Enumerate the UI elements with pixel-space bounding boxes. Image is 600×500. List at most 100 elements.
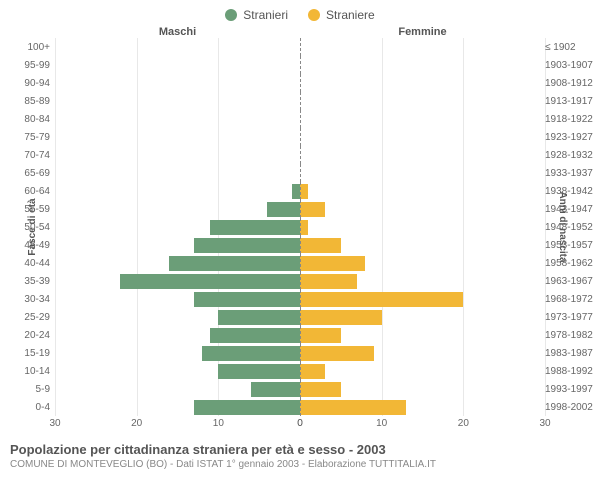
age-label: 60-64 <box>10 186 50 197</box>
pyramid-row: 5-91993-1997 <box>55 380 545 398</box>
age-label: 75-79 <box>10 132 50 143</box>
age-label: 25-29 <box>10 312 50 323</box>
bar-male <box>218 310 300 325</box>
birth-label: 1938-1942 <box>545 186 600 197</box>
pyramid-row: 95-991903-1907 <box>55 56 545 74</box>
age-label: 100+ <box>10 42 50 53</box>
birth-label: 1993-1997 <box>545 384 600 395</box>
bar-female <box>300 310 382 325</box>
bar-male <box>194 400 300 415</box>
birth-label: 1958-1962 <box>545 258 600 269</box>
pyramid-row: 60-641938-1942 <box>55 182 545 200</box>
bar-female <box>300 382 341 397</box>
pyramid-row: 75-791923-1927 <box>55 128 545 146</box>
pyramid-row: 35-391963-1967 <box>55 272 545 290</box>
birth-label: 1928-1932 <box>545 150 600 161</box>
bar-male <box>169 256 300 271</box>
bar-male <box>218 364 300 379</box>
bar-male <box>194 292 300 307</box>
legend-male: Stranieri <box>225 8 288 22</box>
bar-female <box>300 220 308 235</box>
bar-male <box>194 238 300 253</box>
birth-label: 1953-1957 <box>545 240 600 251</box>
birth-label: 1988-1992 <box>545 366 600 377</box>
age-label: 10-14 <box>10 366 50 377</box>
bar-male <box>292 184 300 199</box>
chart-subtitle: COMUNE DI MONTEVEGLIO (BO) - Dati ISTAT … <box>10 459 590 470</box>
bar-female <box>300 256 365 271</box>
birth-label: 1943-1947 <box>545 204 600 215</box>
pyramid-row: 50-541948-1952 <box>55 218 545 236</box>
birth-label: 1933-1937 <box>545 168 600 179</box>
pyramid-row: 45-491953-1957 <box>55 236 545 254</box>
legend-female-label: Straniere <box>326 8 375 22</box>
legend-male-label: Stranieri <box>243 8 288 22</box>
swatch-male <box>225 9 237 21</box>
bar-female <box>300 292 463 307</box>
header-male: Maschi <box>55 26 300 38</box>
pyramid-row: 15-191983-1987 <box>55 344 545 362</box>
age-label: 40-44 <box>10 258 50 269</box>
age-label: 0-4 <box>10 402 50 413</box>
bar-male <box>210 328 300 343</box>
bar-male <box>120 274 300 289</box>
axis-tick-label: 10 <box>376 418 387 429</box>
pyramid-row: 55-591943-1947 <box>55 200 545 218</box>
pyramid-row: 20-241978-1982 <box>55 326 545 344</box>
x-axis: 01020300102030 <box>0 416 600 436</box>
bar-female <box>300 202 325 217</box>
birth-label: 1903-1907 <box>545 60 600 71</box>
bar-female <box>300 184 308 199</box>
birth-label: ≤ 1902 <box>545 42 600 53</box>
pyramid-row: 30-341968-1972 <box>55 290 545 308</box>
bar-male <box>267 202 300 217</box>
birth-label: 1948-1952 <box>545 222 600 233</box>
birth-label: 1963-1967 <box>545 276 600 287</box>
age-label: 85-89 <box>10 96 50 107</box>
bar-male <box>251 382 300 397</box>
age-label: 55-59 <box>10 204 50 215</box>
axis-tick-label: 10 <box>213 418 224 429</box>
pyramid-row: 0-41998-2002 <box>55 398 545 416</box>
bar-female <box>300 274 357 289</box>
pyramid-row: 90-941908-1912 <box>55 74 545 92</box>
axis-tick-label: 30 <box>539 418 550 429</box>
swatch-female <box>308 9 320 21</box>
pyramid-row: 70-741928-1932 <box>55 146 545 164</box>
birth-label: 1998-2002 <box>545 402 600 413</box>
pyramid-row: 100+≤ 1902 <box>55 38 545 56</box>
pyramid-row: 25-291973-1977 <box>55 308 545 326</box>
bar-male <box>202 346 300 361</box>
axis-tick-label: 20 <box>131 418 142 429</box>
birth-label: 1923-1927 <box>545 132 600 143</box>
pyramid-row: 80-841918-1922 <box>55 110 545 128</box>
pyramid-row: 65-691933-1937 <box>55 164 545 182</box>
age-label: 45-49 <box>10 240 50 251</box>
age-label: 15-19 <box>10 348 50 359</box>
legend-female: Straniere <box>308 8 375 22</box>
birth-label: 1968-1972 <box>545 294 600 305</box>
birth-label: 1908-1912 <box>545 78 600 89</box>
chart-title: Popolazione per cittadinanza straniera p… <box>10 442 590 457</box>
header-female: Femmine <box>300 26 545 38</box>
age-label: 65-69 <box>10 168 50 179</box>
birth-label: 1913-1917 <box>545 96 600 107</box>
pyramid-chart: Fasce di età Anni di nascita 100+≤ 19029… <box>0 38 600 416</box>
age-label: 35-39 <box>10 276 50 287</box>
age-label: 90-94 <box>10 78 50 89</box>
axis-tick-label: 0 <box>297 418 303 429</box>
age-label: 5-9 <box>10 384 50 395</box>
birth-label: 1983-1987 <box>545 348 600 359</box>
footer: Popolazione per cittadinanza straniera p… <box>0 436 600 470</box>
birth-label: 1973-1977 <box>545 312 600 323</box>
age-label: 30-34 <box>10 294 50 305</box>
pyramid-row: 10-141988-1992 <box>55 362 545 380</box>
column-headers: Maschi Femmine <box>0 26 600 38</box>
legend: Stranieri Straniere <box>0 0 600 26</box>
bar-female <box>300 328 341 343</box>
pyramid-row: 40-441958-1962 <box>55 254 545 272</box>
age-label: 80-84 <box>10 114 50 125</box>
bar-female <box>300 400 406 415</box>
axis-tick-label: 30 <box>49 418 60 429</box>
bar-female <box>300 364 325 379</box>
